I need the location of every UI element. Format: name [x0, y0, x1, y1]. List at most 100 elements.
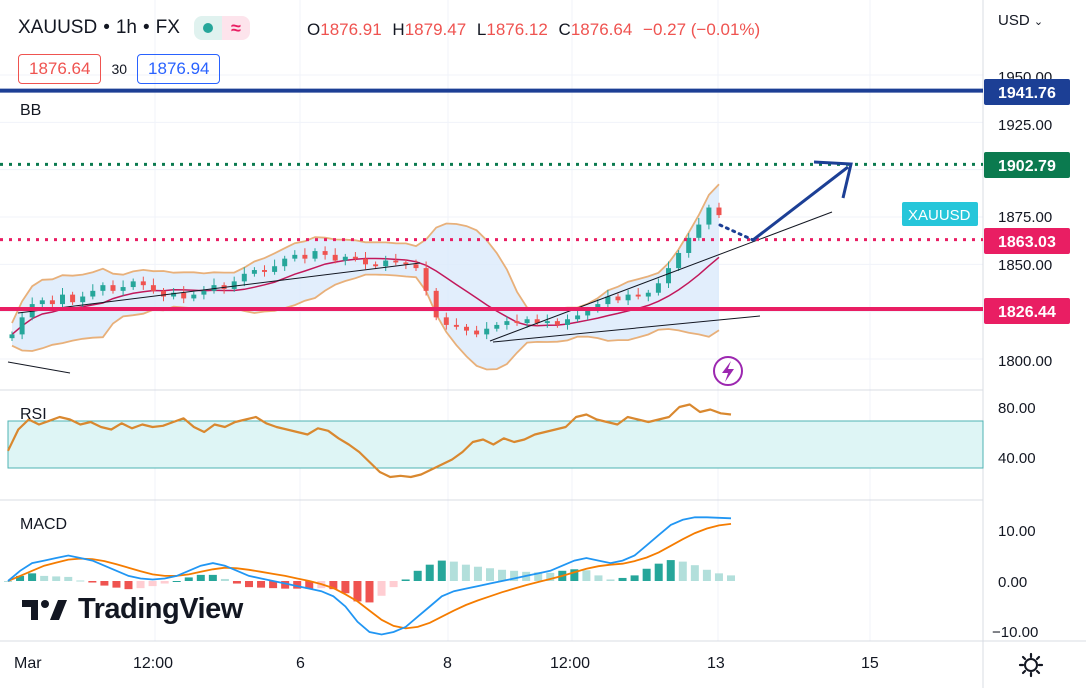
- candle-body[interactable]: [363, 258, 368, 265]
- candle-body[interactable]: [585, 309, 591, 316]
- trend-line-bottom-left[interactable]: [7, 361, 71, 374]
- candle-body[interactable]: [615, 296, 621, 301]
- candle-body[interactable]: [716, 207, 722, 216]
- macd-line[interactable]: [7, 516, 732, 636]
- candle-body[interactable]: [544, 321, 550, 324]
- macd-bar: [40, 575, 49, 581]
- candle-body[interactable]: [383, 260, 389, 267]
- candle-body[interactable]: [666, 268, 671, 284]
- candle-body[interactable]: [565, 319, 570, 325]
- candle-body[interactable]: [352, 256, 358, 259]
- candle-body[interactable]: [322, 251, 328, 255]
- candle-body[interactable]: [201, 290, 207, 295]
- buy-button[interactable]: 1876.94: [137, 54, 221, 84]
- price-axis[interactable]: 1950.00 1925.00 1875.00 1850.00 1800.00 …: [992, 69, 1052, 641]
- symbol-header[interactable]: XAUUSD • 1h • FX ≈: [18, 16, 250, 40]
- macd-bar: [510, 570, 519, 581]
- candle-body[interactable]: [302, 254, 308, 259]
- candle-body[interactable]: [100, 285, 106, 291]
- status-toggle[interactable]: ≈: [193, 16, 250, 40]
- candle-body[interactable]: [150, 285, 156, 291]
- indicator-label-macd[interactable]: MACD: [20, 516, 68, 533]
- candle-body[interactable]: [241, 273, 247, 282]
- candle-body[interactable]: [696, 224, 702, 238]
- candle-body[interactable]: [191, 294, 197, 299]
- candle-body[interactable]: [403, 262, 409, 265]
- candle-body[interactable]: [231, 281, 237, 289]
- candle-body[interactable]: [443, 317, 449, 325]
- candle-body[interactable]: [595, 304, 601, 310]
- candle-body[interactable]: [262, 270, 267, 272]
- candle-body[interactable]: [504, 321, 510, 325]
- candle-body[interactable]: [171, 292, 177, 297]
- candle-body[interactable]: [272, 266, 278, 272]
- candle-body[interactable]: [292, 254, 298, 259]
- candle-body[interactable]: [676, 252, 682, 269]
- candle-body[interactable]: [39, 300, 45, 305]
- candle-body[interactable]: [494, 324, 500, 329]
- candle-body[interactable]: [251, 270, 257, 274]
- candle-body[interactable]: [524, 319, 530, 324]
- macd-signal-line[interactable]: [7, 523, 732, 630]
- candle-body[interactable]: [433, 290, 439, 318]
- horizontal-levels[interactable]: [0, 88, 983, 311]
- projection-arrow[interactable]: [752, 165, 849, 242]
- candle-body[interactable]: [9, 334, 15, 339]
- macd-bar: [473, 566, 482, 581]
- candle-body[interactable]: [19, 317, 25, 335]
- candle-body[interactable]: [686, 237, 692, 253]
- rsi-line[interactable]: [7, 403, 732, 479]
- sell-button[interactable]: 1876.64: [18, 54, 102, 84]
- candle-body[interactable]: [70, 294, 76, 303]
- trend-line-channel-bottom[interactable]: [492, 315, 761, 343]
- macd-bar: [208, 574, 217, 581]
- candle-body[interactable]: [706, 207, 712, 225]
- indicator-label-rsi[interactable]: RSI: [20, 406, 47, 423]
- candle-body[interactable]: [110, 285, 116, 291]
- close-value: 1876.64: [570, 20, 633, 39]
- candle-body[interactable]: [80, 296, 86, 303]
- candle-body[interactable]: [282, 258, 288, 267]
- candle-body[interactable]: [90, 290, 96, 297]
- trend-line-upper-left[interactable]: [17, 262, 421, 314]
- settings-gear-icon[interactable]: [1018, 652, 1044, 678]
- candle-body[interactable]: [120, 287, 126, 291]
- candle-body[interactable]: [211, 285, 217, 291]
- candle-body[interactable]: [534, 319, 540, 324]
- candles[interactable]: [9, 202, 722, 342]
- candle-body[interactable]: [655, 283, 661, 293]
- candle-body[interactable]: [474, 330, 480, 335]
- time-axis[interactable]: Mar 12:00 6 8 12:00 13 15: [14, 655, 879, 672]
- candle-body[interactable]: [342, 256, 348, 261]
- candle-body[interactable]: [60, 294, 65, 305]
- candle-body[interactable]: [453, 324, 459, 327]
- candle-body[interactable]: [393, 260, 399, 263]
- candle-body[interactable]: [423, 268, 429, 291]
- candle-body[interactable]: [645, 292, 651, 297]
- currency-selector[interactable]: USD ⌄: [998, 12, 1043, 29]
- candle-body[interactable]: [413, 264, 419, 269]
- macd-bar: [702, 569, 711, 581]
- candle-body[interactable]: [484, 328, 490, 335]
- candle-body[interactable]: [140, 281, 146, 286]
- candle-body[interactable]: [161, 290, 166, 297]
- candle-body[interactable]: [554, 321, 560, 325]
- candle-body[interactable]: [332, 254, 338, 261]
- candle-body[interactable]: [312, 251, 318, 259]
- candle-body[interactable]: [514, 321, 520, 324]
- candle-body[interactable]: [625, 294, 631, 301]
- candle-body[interactable]: [130, 281, 136, 288]
- candle-body[interactable]: [605, 296, 611, 305]
- candle-body[interactable]: [635, 294, 641, 297]
- candle-body[interactable]: [575, 315, 581, 320]
- flash-event-icon[interactable]: [713, 356, 743, 386]
- candle-body[interactable]: [181, 292, 187, 299]
- trend-line-channel-top[interactable]: [489, 211, 833, 342]
- candle-body[interactable]: [49, 300, 55, 305]
- interval[interactable]: 1h: [115, 17, 137, 38]
- candle-body[interactable]: [464, 326, 469, 331]
- symbol-name[interactable]: XAUUSD: [18, 17, 98, 38]
- indicator-label-bb[interactable]: BB: [20, 102, 42, 119]
- candle-body[interactable]: [373, 264, 379, 267]
